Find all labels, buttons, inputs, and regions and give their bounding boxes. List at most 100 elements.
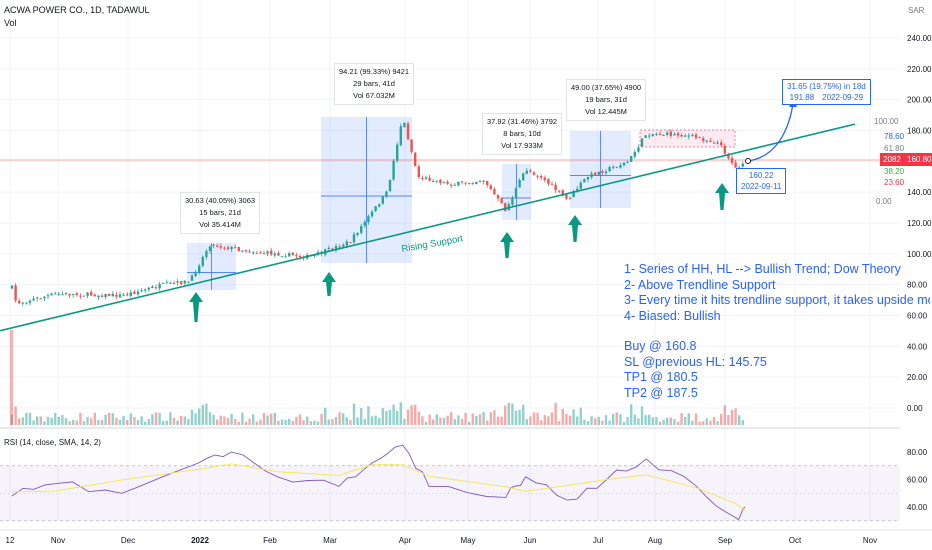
candle	[338, 246, 341, 248]
note-line-2: 2- Above Trendline Support	[624, 277, 776, 292]
volume-bar	[349, 420, 352, 425]
candle	[489, 185, 492, 189]
volume-bar	[705, 418, 708, 425]
candle	[43, 296, 46, 299]
volume-bar	[28, 412, 32, 425]
candle	[694, 134, 698, 138]
candle	[565, 194, 568, 199]
volume-bar	[684, 416, 687, 425]
volume-bar	[572, 409, 575, 425]
target-date: 2022-09-29	[822, 93, 864, 102]
candle	[482, 180, 485, 182]
candle	[345, 241, 348, 246]
candle	[208, 246, 212, 251]
volume-bar	[532, 412, 536, 425]
candle	[21, 302, 24, 304]
candle	[104, 293, 107, 298]
volume-bar	[82, 421, 86, 425]
volume-bar	[100, 419, 104, 425]
volume-bar	[478, 414, 482, 425]
rising-support-trendline	[0, 123, 856, 332]
candle	[93, 294, 96, 297]
volume-bar	[536, 412, 539, 425]
candle	[626, 161, 629, 163]
volume-bar	[633, 414, 636, 425]
volume-bar	[468, 421, 471, 425]
volume-bar	[450, 412, 453, 425]
volume-bar	[122, 415, 125, 425]
volume-bar	[291, 421, 294, 425]
candle	[730, 157, 734, 164]
candle	[176, 281, 179, 283]
candle	[388, 180, 392, 192]
candle	[514, 188, 518, 198]
volume-bar	[626, 417, 629, 425]
volume-bar	[680, 413, 683, 425]
measure-info-3: 37.92 (31.46%) 3792 8 bars, 10d Vol 17.9…	[482, 113, 563, 155]
candle	[180, 281, 183, 285]
volume-bar	[622, 421, 626, 425]
support-arrow-2	[322, 272, 336, 296]
volume-bar	[594, 418, 597, 425]
time-tick-Apr: Apr	[399, 536, 412, 545]
candle	[612, 166, 615, 168]
candle	[702, 138, 705, 141]
volume-bar	[216, 419, 219, 425]
candle	[331, 248, 334, 250]
volume-bar	[154, 412, 158, 425]
time-tick-Sep: Sep	[718, 536, 733, 545]
volume-bar	[298, 414, 302, 425]
candle	[198, 265, 201, 273]
candle	[651, 134, 654, 136]
volume-bar	[601, 420, 604, 425]
measure-3-change: 37.92 (31.46%) 3792	[487, 117, 558, 126]
candle	[630, 156, 633, 162]
volume-bar	[662, 419, 665, 425]
candle	[468, 183, 471, 185]
volume-bar	[392, 404, 395, 425]
candle	[367, 216, 370, 223]
candle	[734, 162, 737, 168]
support-arrow-5	[715, 183, 729, 210]
volume-bar	[410, 405, 413, 425]
candle	[403, 122, 406, 128]
volume-bar	[72, 419, 75, 425]
volume-bar	[691, 420, 694, 425]
candle	[705, 140, 708, 142]
volume-bar	[324, 407, 327, 425]
candle	[450, 184, 453, 186]
measure-info-2: 94.21 (99.33%) 9421 29 bars, 41d Vol 67.…	[334, 63, 415, 105]
candle	[162, 282, 165, 284]
candle	[75, 293, 78, 295]
volume-bar	[421, 416, 424, 425]
measure-1-volume: Vol 35.414M	[199, 220, 241, 229]
volume-bar	[637, 418, 640, 425]
candle	[687, 135, 690, 137]
price-tick-200.00: 200.00	[907, 96, 932, 105]
note-line-7: SL @previous HL: 145.75	[624, 354, 767, 369]
measure-1-bars: 15 bars, 21d	[199, 208, 241, 217]
volume-bar	[396, 410, 399, 425]
candle	[370, 211, 374, 217]
volume-bar	[727, 414, 730, 425]
volume-bar	[309, 421, 312, 425]
volume-bar	[212, 414, 215, 425]
volume-bar	[129, 413, 132, 425]
candle	[525, 170, 528, 174]
candle	[493, 189, 496, 195]
candle	[684, 135, 687, 137]
candle	[118, 294, 122, 298]
volume-bar	[655, 416, 658, 425]
time-tick-Jun: Jun	[524, 536, 537, 545]
volume-bar	[363, 419, 366, 425]
candle	[86, 292, 89, 296]
time-tick-Mar: Mar	[323, 536, 337, 545]
candle	[64, 293, 68, 295]
candle	[205, 251, 208, 258]
candle	[25, 302, 28, 304]
volume-bar	[115, 417, 118, 425]
volume-bar	[331, 419, 334, 425]
volume-bar	[511, 403, 514, 425]
volume-bar	[414, 404, 417, 425]
